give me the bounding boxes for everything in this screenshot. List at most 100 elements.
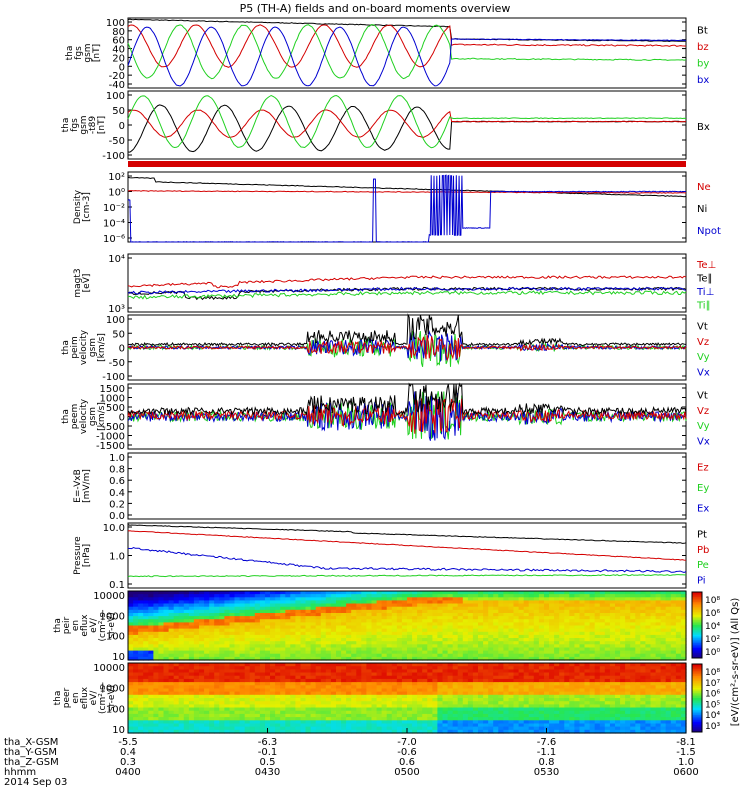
spectrogram-cell xyxy=(193,726,200,731)
spectrogram-cell xyxy=(599,591,606,595)
spectrogram-cell xyxy=(224,650,231,655)
spectrogram-cell xyxy=(609,685,616,690)
spectrogram-cell xyxy=(604,694,611,699)
spectrogram-cell xyxy=(569,591,575,595)
spectrogram-cell xyxy=(478,628,484,633)
spectrogram-cell xyxy=(163,726,170,731)
spectrogram-cell xyxy=(133,701,139,705)
spectrogram-cell xyxy=(594,641,601,645)
spectrogram-cell xyxy=(300,647,307,652)
spectrogram-cell xyxy=(645,682,652,686)
spectrogram-cell xyxy=(300,603,307,608)
spectrogram-cell xyxy=(457,688,464,693)
spectrogram-cell xyxy=(280,631,286,636)
spectrogram-cell xyxy=(341,701,347,705)
spectrogram-cell xyxy=(401,713,408,718)
spectrogram-cell xyxy=(224,669,231,674)
spectrogram-cell xyxy=(569,616,575,620)
spectrogram-cell xyxy=(584,613,591,617)
spectrogram-cell xyxy=(564,723,570,728)
spectrogram-cell xyxy=(599,622,606,627)
spectrogram-cell xyxy=(285,675,291,680)
spectrogram-cell xyxy=(244,710,251,715)
spectrogram-cell xyxy=(407,619,413,623)
spectrogram-cell xyxy=(219,729,225,734)
spectrogram-cell xyxy=(467,682,474,686)
spectrogram-cell xyxy=(462,691,469,696)
spectrogram-cell xyxy=(549,698,555,702)
spectrogram-cell xyxy=(290,619,296,623)
spectrogram-cell xyxy=(346,613,352,617)
spectrogram-cell xyxy=(259,713,266,718)
spectrogram-cell xyxy=(401,606,408,611)
spectrogram-cell xyxy=(488,704,494,709)
spectrogram-cell xyxy=(518,710,525,715)
spectrogram-cell xyxy=(630,653,636,658)
spectrogram-cell xyxy=(275,603,281,608)
spectrogram-cell xyxy=(254,625,261,630)
spectrogram-cell xyxy=(300,726,307,731)
spectrogram-cell xyxy=(472,713,479,718)
spectrogram-cell xyxy=(523,631,530,636)
spectrogram-cell xyxy=(518,704,525,709)
y-axis-label: [km/s] xyxy=(97,333,107,362)
spectrogram-cell xyxy=(533,729,540,734)
spectrogram-cell xyxy=(513,606,520,611)
spectrogram-cell xyxy=(564,717,570,721)
spectrogram-cell xyxy=(594,713,601,718)
spectrogram-cell xyxy=(381,597,388,601)
spectrogram-cell xyxy=(554,606,560,611)
spectrogram-cell xyxy=(336,622,342,627)
spectrogram-cell xyxy=(138,625,144,630)
spectrogram-cell xyxy=(584,723,591,728)
spectrogram-cell xyxy=(295,704,302,709)
spectrogram-cell xyxy=(229,694,236,699)
spectrogram-cell xyxy=(285,600,291,605)
spectrogram-cell xyxy=(254,729,261,734)
spectrogram-cell xyxy=(178,628,185,633)
spectrogram-cell xyxy=(270,678,276,683)
spectrogram-cell xyxy=(188,603,195,608)
spectrogram-cell xyxy=(259,613,266,617)
spectrogram-cell xyxy=(437,644,444,648)
spectrogram-cell xyxy=(148,613,154,617)
spectrogram-cell xyxy=(609,650,616,655)
spectrogram-cell xyxy=(670,641,677,645)
spectrogram-cell xyxy=(564,594,570,598)
spectrogram-cell xyxy=(173,619,180,623)
spectrogram-cell xyxy=(336,603,342,608)
spectrogram-cell xyxy=(589,616,596,620)
spectrogram-cell xyxy=(188,691,195,696)
spectrogram-cell xyxy=(594,638,601,642)
spectrogram-cell xyxy=(239,672,246,677)
spectrogram-cell xyxy=(544,606,550,611)
y-tick-label: 100 xyxy=(106,632,125,643)
spectrogram-cell xyxy=(467,723,474,728)
spectrogram-cell xyxy=(128,688,134,693)
spectrogram-cell xyxy=(265,603,271,608)
spectrogram-cell xyxy=(341,600,347,605)
spectrogram-cell xyxy=(143,717,149,721)
spectrogram-cell xyxy=(615,688,621,693)
spectrogram-cell xyxy=(361,685,367,690)
spectrogram-cell xyxy=(315,675,322,680)
spectrogram-cell xyxy=(544,647,550,652)
spectrogram-cell xyxy=(280,663,286,667)
spectrogram-cell xyxy=(412,622,418,627)
spectrogram-cell xyxy=(412,729,418,734)
spectrogram-cell xyxy=(168,616,175,620)
spectrogram-cell xyxy=(133,710,139,715)
spectrogram-cell xyxy=(604,682,611,686)
spectrogram-cell xyxy=(513,691,520,696)
spectrogram-cell xyxy=(188,619,195,623)
spectrogram-cell xyxy=(655,616,662,620)
spectrogram-cell xyxy=(219,644,225,648)
spectrogram-cell xyxy=(422,616,428,620)
spectrogram-cell xyxy=(315,710,322,715)
y-tick-label: 100 xyxy=(106,91,125,102)
spectrogram-cell xyxy=(488,603,494,608)
spectrogram-cell xyxy=(609,625,616,630)
spectrogram-cell xyxy=(148,647,154,652)
spectrogram-cell xyxy=(569,625,575,630)
spectrogram-cell xyxy=(336,698,342,702)
